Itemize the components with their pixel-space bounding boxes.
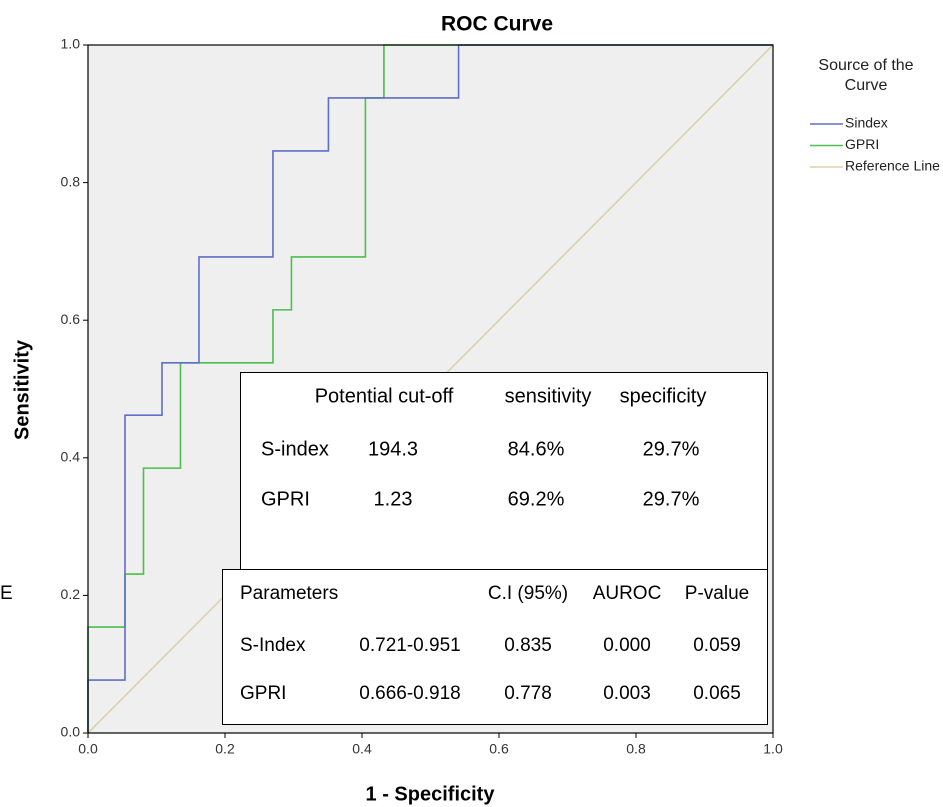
table-cell: 0.000 bbox=[603, 635, 651, 656]
table-cell: 0.065 bbox=[693, 683, 741, 704]
table-row-label: S-Index bbox=[240, 635, 306, 656]
legend-label: Reference Line bbox=[845, 158, 940, 174]
y-tick-label: 1.0 bbox=[61, 36, 81, 52]
table-cell: 69.2% bbox=[507, 488, 565, 511]
table-header: sensitivity bbox=[504, 385, 592, 408]
plot-border bbox=[87, 44, 774, 734]
table-row-label: S-index bbox=[261, 438, 329, 461]
table-cell: 0.835 bbox=[504, 635, 552, 656]
table-cell: 84.6% bbox=[507, 438, 565, 461]
roc-line bbox=[87, 44, 773, 733]
table-header: P-value bbox=[684, 583, 750, 604]
table-cell: 0.666-0.918 bbox=[359, 683, 461, 704]
x-tick-label: 0.4 bbox=[352, 741, 372, 757]
y-tick-label: 0.4 bbox=[61, 449, 81, 465]
legend-title: Source of the Curve bbox=[818, 57, 914, 94]
table-cell: 0.059 bbox=[693, 635, 741, 656]
table-header: specificity bbox=[619, 385, 707, 408]
legend-label: Sindex bbox=[845, 115, 888, 131]
table-header: SE bbox=[0, 583, 13, 604]
table-header: Parameters bbox=[240, 583, 339, 604]
table-cell: 0.778 bbox=[504, 683, 552, 704]
y-tick-label: 0.0 bbox=[61, 724, 81, 740]
legend-label: GPRI bbox=[845, 136, 879, 152]
table bbox=[222, 569, 768, 725]
x-axis-label: 1 - Specificity bbox=[366, 783, 496, 805]
y-tick-label: 0.8 bbox=[61, 173, 81, 189]
table-cell: 29.7% bbox=[642, 438, 700, 461]
table-header: C.I (95%) bbox=[487, 583, 569, 604]
x-tick-label: 1.0 bbox=[763, 741, 783, 757]
table-row-label: GPRI bbox=[261, 488, 310, 511]
x-tick-label: 0.0 bbox=[78, 741, 98, 757]
y-tick-label: 0.6 bbox=[61, 311, 81, 327]
chart-title: ROC Curve bbox=[441, 13, 553, 36]
table-cell: 1.23 bbox=[373, 488, 413, 511]
x-tick-label: 0.8 bbox=[626, 741, 646, 757]
x-tick-label: 0.6 bbox=[489, 741, 509, 757]
y-tick-label: 0.2 bbox=[61, 586, 81, 602]
table-cell: 194.3 bbox=[367, 438, 419, 461]
table-header: Potential cut-off bbox=[314, 385, 454, 408]
table-header: AUROC bbox=[592, 583, 662, 604]
table-cell: 29.7% bbox=[642, 488, 700, 511]
table-cell: 0.003 bbox=[603, 683, 651, 704]
y-axis-label: Sensitivity bbox=[11, 339, 33, 440]
table-cell: 0.721-0.951 bbox=[359, 635, 461, 656]
table-row-label: GPRI bbox=[240, 683, 287, 704]
x-tick-label: 0.2 bbox=[215, 741, 235, 757]
